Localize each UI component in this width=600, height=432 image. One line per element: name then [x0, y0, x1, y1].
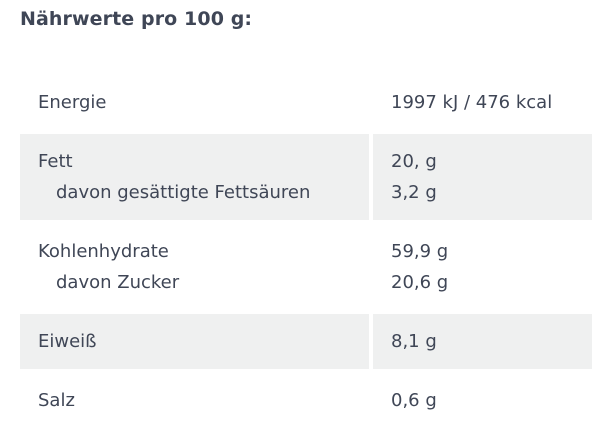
nutrient-value: 8,1 g	[391, 331, 437, 352]
nutrient-label-cell: Salz	[20, 373, 369, 428]
nutrient-value-cell: 1997 kJ / 476 kcal	[373, 75, 592, 130]
nutrient-label-cell: Energie	[20, 75, 369, 130]
nutrient-value: 59,9 g	[391, 241, 449, 262]
nutrient-value: 1997 kJ / 476 kcal	[391, 92, 553, 113]
nutrition-row-carbohydrates: Kohlenhydrate davon Zucker 59,9 g 20,6 g	[20, 224, 592, 310]
nutrition-title: Nährwerte pro 100 g:	[20, 8, 253, 30]
nutrient-value: 20, g	[391, 151, 437, 172]
nutrient-label: Salz	[38, 390, 75, 411]
nutrient-label-cell: Eiweiß	[20, 314, 369, 369]
nutrition-row-salt: Salz 0,6 g	[20, 373, 592, 428]
nutrition-row-fat: Fett davon gesättigte Fettsäuren 20, g 3…	[20, 134, 592, 220]
nutrition-row-protein: Eiweiß 8,1 g	[20, 314, 592, 369]
nutrient-value-cell: 0,6 g	[373, 373, 592, 428]
nutrient-value: 0,6 g	[391, 390, 437, 411]
nutrient-value-cell: 20, g 3,2 g	[373, 134, 592, 220]
nutrition-row-energy: Energie 1997 kJ / 476 kcal	[20, 75, 592, 130]
nutrient-sublabel: davon Zucker	[56, 272, 180, 293]
nutrition-table: Energie 1997 kJ / 476 kcal Fett davon ge…	[20, 75, 592, 432]
nutrient-label: Eiweiß	[38, 331, 97, 352]
nutrient-subvalue: 3,2 g	[391, 182, 437, 203]
nutrient-sublabel: davon gesättigte Fettsäuren	[56, 182, 311, 203]
nutrient-label: Kohlenhydrate	[38, 241, 169, 262]
nutrient-subvalue: 20,6 g	[391, 272, 449, 293]
nutrient-label: Energie	[38, 92, 107, 113]
nutrient-label: Fett	[38, 151, 73, 172]
nutrient-label-cell: Fett davon gesättigte Fettsäuren	[20, 134, 369, 220]
nutrient-value-cell: 59,9 g 20,6 g	[373, 224, 592, 310]
nutrient-label-cell: Kohlenhydrate davon Zucker	[20, 224, 369, 310]
nutrient-value-cell: 8,1 g	[373, 314, 592, 369]
